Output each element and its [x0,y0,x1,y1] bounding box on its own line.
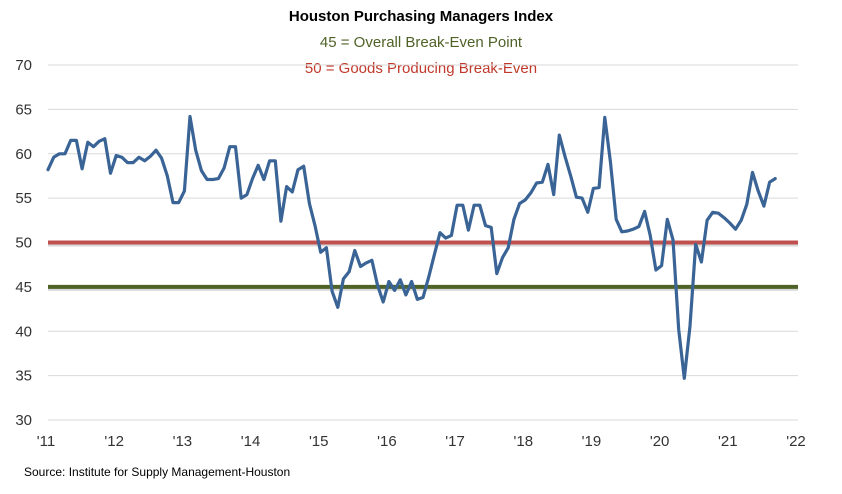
y-tick-label: 30 [15,412,32,429]
reference-lines [48,240,798,291]
x-tick-label: '21 [718,433,738,450]
x-tick-label: '16 [377,433,397,450]
x-tick-label: '18 [513,433,533,450]
y-tick-label: 35 [15,368,32,385]
chart-subtitle-goods: 50 = Goods Producing Break-Even [304,60,538,77]
x-tick-label: '11 [37,433,55,450]
series-group [46,114,777,380]
x-tick-label: '22 [786,433,806,450]
y-tick-label: 70 [15,57,32,74]
series-line-pmi [46,114,777,380]
x-tick-label: '14 [241,433,261,450]
y-tick-label: 50 [15,235,32,252]
y-tick-label: 65 [15,101,32,118]
x-tick-label: '13 [173,433,193,450]
x-tick-label: '17 [445,433,465,450]
x-tick-label: '19 [582,433,602,450]
y-tick-label: 40 [15,323,32,340]
x-tick-label: '12 [104,433,124,450]
y-axis-ticks: 30 35 40 45 50 55 60 65 70 [15,57,32,429]
x-tick-label: '15 [309,433,329,450]
y-tick-label: 60 [15,146,32,163]
source-note: Source: Institute for Supply Management-… [24,465,291,479]
chart-subtitle-overall: 45 = Overall Break-Even Point [319,34,523,51]
x-axis-ticks: '11 '12 '13 '14 '15 '16 '17 '18 '19 '20 '21 '22 [37,433,806,450]
y-tick-label: 55 [15,190,32,207]
chart-title: Houston Purchasing Managers Index [288,8,554,25]
x-tick-label: '20 [650,433,670,450]
y-tick-label: 45 [15,279,32,296]
